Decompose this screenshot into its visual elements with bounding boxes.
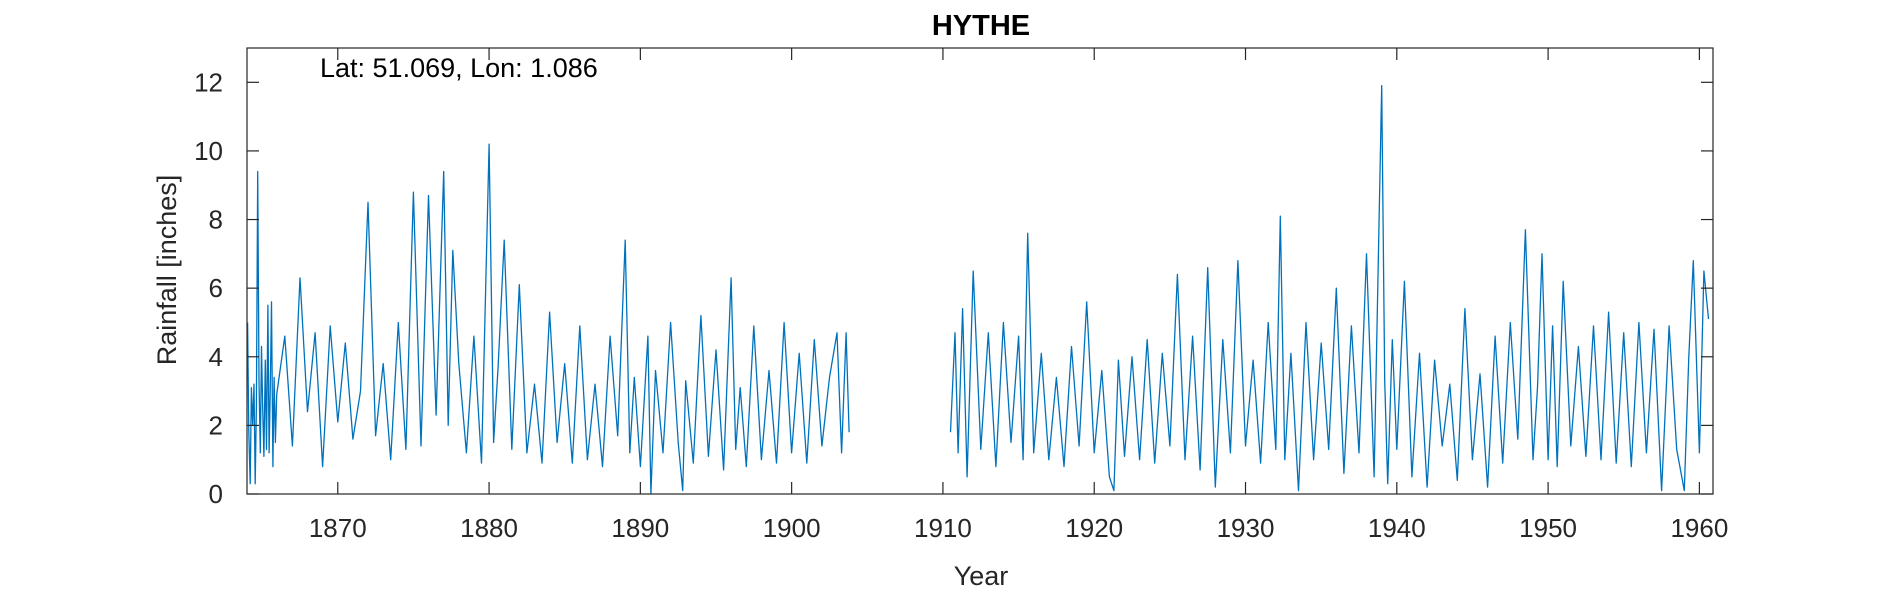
x-tick-label-1960: 1960: [1670, 513, 1728, 543]
y-tick-label-0: 0: [209, 479, 223, 509]
x-tick-label-1920: 1920: [1065, 513, 1123, 543]
y-tick-label-8: 8: [209, 205, 223, 235]
x-tick-label-1870: 1870: [309, 513, 367, 543]
x-tick-label-1950: 1950: [1519, 513, 1577, 543]
x-axis-title: Year: [954, 561, 1009, 591]
x-tick-label-1930: 1930: [1217, 513, 1275, 543]
chart-title: HYTHE: [932, 10, 1030, 42]
x-tick-label-1900: 1900: [763, 513, 821, 543]
y-axis-title: Rainfall [inches]: [152, 175, 182, 366]
series-line-1: [246, 85, 1710, 495]
y-tick-label-2: 2: [209, 410, 223, 440]
y-tick-label-6: 6: [209, 273, 223, 303]
axes-layer: 1870 1880 1890 1900 1910 1920 1930 1940 1950 1960…: [194, 47, 1728, 543]
data-layer: [246, 85, 1710, 495]
y-tick-label-12: 12: [194, 67, 223, 97]
y-tick-label-10: 10: [194, 136, 223, 166]
x-tick-label-1890: 1890: [611, 513, 669, 543]
x-tick-label-1910: 1910: [914, 513, 972, 543]
x-tick-label-1940: 1940: [1368, 513, 1426, 543]
axes-box: [246, 47, 1714, 495]
y-tick-label-4: 4: [209, 342, 223, 372]
x-tick-label-1880: 1880: [460, 513, 518, 543]
location-annotation: Lat: 51.069, Lon: 1.086: [320, 53, 598, 83]
